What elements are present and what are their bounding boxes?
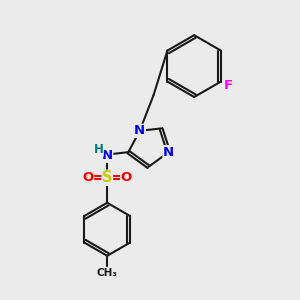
Text: N: N [134, 124, 145, 137]
Text: N: N [102, 149, 113, 162]
Text: O: O [121, 171, 132, 184]
Text: F: F [224, 79, 232, 92]
Text: N: N [163, 146, 174, 159]
Text: S: S [102, 170, 112, 185]
Text: H: H [93, 143, 103, 156]
Text: CH₃: CH₃ [97, 268, 118, 278]
Text: O: O [82, 171, 94, 184]
